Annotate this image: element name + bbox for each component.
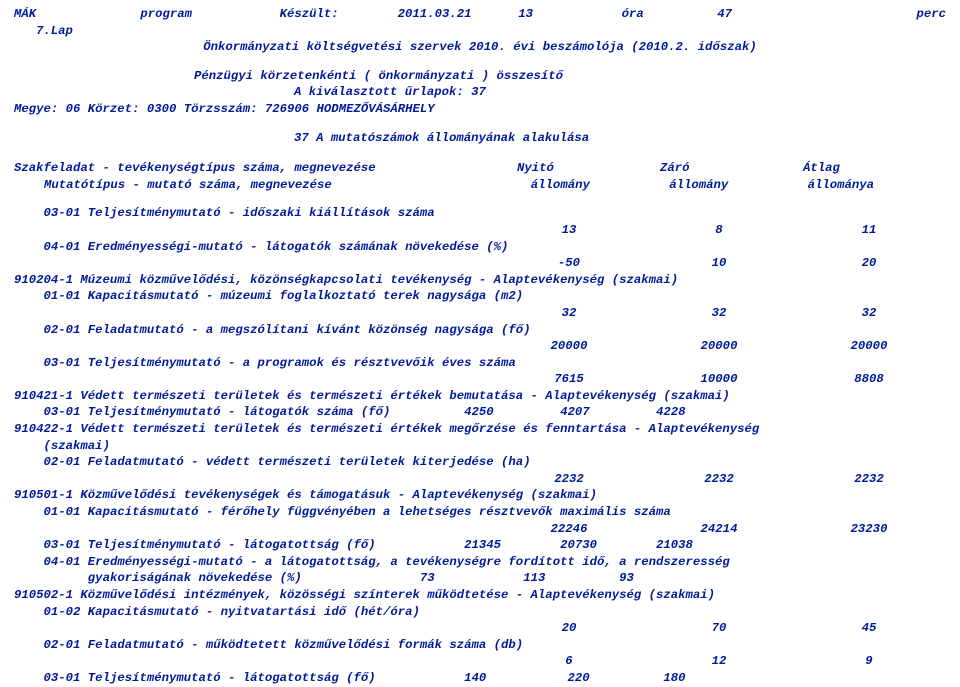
doc-title: Önkormányzati költségvetési szervek 2010…: [14, 39, 946, 56]
hdr-mak: MÁK: [14, 6, 140, 23]
row-0201c-nums: 6 12 9: [14, 653, 946, 670]
v: 20: [494, 620, 644, 637]
v: 20: [794, 255, 944, 272]
row-0301c: 03-01 Teljesítménymutató - látogatók szá…: [14, 404, 946, 421]
colhdr-l1c: Záró: [660, 160, 803, 177]
row-0201c: 02-01 Feladatmutató - működtetett közműv…: [14, 637, 946, 654]
hdr-keszult: Készült: 2011.03.21: [280, 6, 519, 23]
v: -50: [494, 255, 644, 272]
row-0401b2: gyakoriságának növekedése (%) 73 113 93: [14, 570, 946, 587]
v: 23230: [794, 521, 944, 538]
v: 20000: [644, 338, 794, 355]
v: 45: [794, 620, 944, 637]
row-910501: 910501-1 Közművelődési tevékenységek és …: [14, 487, 946, 504]
page-number: 7.Lap: [14, 23, 946, 40]
v: 10000: [644, 371, 794, 388]
colhdr-l2b: állomány: [531, 177, 669, 194]
row-0301d: 03-01 Teljesítménymutató - látogatottság…: [14, 537, 946, 554]
row-910421: 910421-1 Védett természeti területek és …: [14, 388, 946, 405]
hdr-ora: 13 óra: [518, 6, 717, 23]
data-body: 03-01 Teljesítménymutató - időszaki kiál…: [14, 205, 946, 686]
section-title: 37 A mutatószámok állományának alakulása: [14, 130, 946, 147]
hdr-perc: perc: [856, 6, 946, 23]
colhdr-l1d: Átlag: [803, 160, 946, 177]
row-910422: 910422-1 Védett természeti területek és …: [14, 421, 946, 438]
v: 7615: [494, 371, 644, 388]
row-910422b: (szakmai): [14, 438, 946, 455]
colhdr-l2c: állomány: [669, 177, 807, 194]
v: 11: [794, 222, 944, 239]
v: 32: [794, 305, 944, 322]
row-0301b-nums: 7615 10000 8808: [14, 371, 946, 388]
row-0101b: 01-01 Kapacitásmutató - férőhely függvén…: [14, 504, 946, 521]
row-0201-nums: 20000 20000 20000: [14, 338, 946, 355]
document-page: MÁK program Készült: 2011.03.21 13 óra 4…: [0, 0, 960, 687]
row-0301b: 03-01 Teljesítménymutató - a programok é…: [14, 355, 946, 372]
sub1: Pénzügyi körzetenkénti ( önkormányzati )…: [14, 68, 946, 85]
megye-line: Megye: 06 Körzet: 0300 Törzsszám: 726906…: [14, 101, 946, 118]
row-0301e: 03-01 Teljesítménymutató - látogatottság…: [14, 670, 946, 687]
row-0301: 03-01 Teljesítménymutató - időszaki kiál…: [14, 205, 946, 222]
sub2: A kiválasztott űrlapok: 37: [14, 84, 946, 101]
header-row-1: MÁK program Készült: 2011.03.21 13 óra 4…: [14, 6, 946, 23]
v: 32: [494, 305, 644, 322]
row-0101-nums: 32 32 32: [14, 305, 946, 322]
row-0101: 01-01 Kapacitásmutató - múzeumi foglalko…: [14, 288, 946, 305]
row-0401: 04-01 Eredményességi-mutató - látogatók …: [14, 239, 946, 256]
row-0102-nums: 20 70 45: [14, 620, 946, 637]
row-0201b-nums: 2232 2232 2232: [14, 471, 946, 488]
colhdr-l1a: Szakfeladat - tevékenységtípus száma, me…: [14, 160, 517, 177]
row-0401-nums: -50 10 20: [14, 255, 946, 272]
colhdr-l2a: Mutatótípus - mutató száma, megnevezése: [14, 177, 531, 194]
column-headers: Szakfeladat - tevékenységtípus száma, me…: [14, 160, 946, 193]
v: 70: [644, 620, 794, 637]
row-0101b-nums: 22246 24214 23230: [14, 521, 946, 538]
colhdr-l2d: állománya: [808, 177, 946, 194]
row-910204: 910204-1 Múzeumi közművelődési, közönség…: [14, 272, 946, 289]
row-910502: 910502-1 Közművelődési intézmények, közö…: [14, 587, 946, 604]
v: 2232: [794, 471, 944, 488]
colhdr-l1b: Nyitó: [517, 160, 660, 177]
v: 12: [644, 653, 794, 670]
v: 32: [644, 305, 794, 322]
v: 8808: [794, 371, 944, 388]
v: 2232: [644, 471, 794, 488]
v: 8: [644, 222, 794, 239]
row-0201b: 02-01 Feladatmutató - védett természeti …: [14, 454, 946, 471]
v: 24214: [644, 521, 794, 538]
v: 2232: [494, 471, 644, 488]
hdr-program: program: [140, 6, 279, 23]
v: 9: [794, 653, 944, 670]
row-0401b: 04-01 Eredményességi-mutató - a látogato…: [14, 554, 946, 571]
v: 6: [494, 653, 644, 670]
v: 22246: [494, 521, 644, 538]
row-0201: 02-01 Feladatmutató - a megszólítani kív…: [14, 322, 946, 339]
v: 20000: [494, 338, 644, 355]
v: 20000: [794, 338, 944, 355]
hdr-perc-num: 47: [717, 6, 856, 23]
v: 13: [494, 222, 644, 239]
row-0301-nums: 13 8 11: [14, 222, 946, 239]
v: 10: [644, 255, 794, 272]
